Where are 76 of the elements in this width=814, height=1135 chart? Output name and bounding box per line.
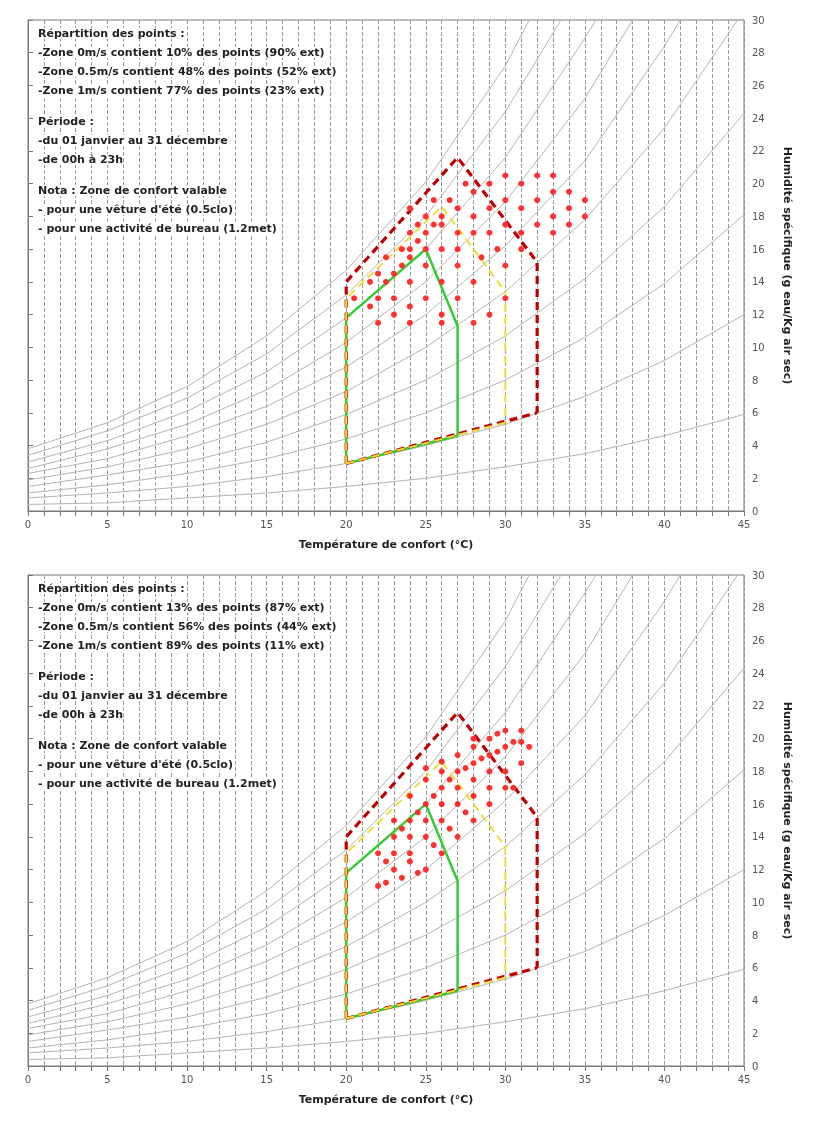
x-tick-label: 0 — [24, 518, 32, 530]
y-tick-label: 30 — [752, 569, 765, 581]
x-axis-title: Température de confort (°C) — [298, 538, 474, 551]
x-tick-label: 15 — [260, 1073, 274, 1085]
x-tick-label: 0 — [24, 1073, 32, 1085]
y-tick-label: 6 — [752, 962, 759, 974]
x-tick-label: 25 — [419, 518, 433, 530]
annotation: Nota : Zone de confort valable — [38, 739, 227, 752]
y-tick-label: 14 — [752, 276, 765, 288]
y-tick-label: 12 — [752, 309, 765, 321]
y-tick-label: 10 — [752, 341, 765, 353]
x-tick-label: 25 — [419, 1073, 433, 1085]
x-tick-label: 10 — [180, 1073, 194, 1085]
x-tick-label: 45 — [737, 518, 751, 530]
y-tick-label: 8 — [752, 929, 759, 941]
y-tick-label: 28 — [752, 47, 765, 59]
y-tick-label: 22 — [752, 145, 765, 157]
y-tick-label: 20 — [752, 178, 765, 190]
y-tick-label: 16 — [752, 243, 765, 255]
x-axis-title: Température de confort (°C) — [298, 1093, 474, 1106]
y-tick-label: 2 — [752, 472, 759, 484]
annotation: Période : — [38, 670, 94, 683]
x-tick-label: 45 — [737, 1073, 751, 1085]
y-tick-label: 0 — [752, 1060, 759, 1072]
y-axis-title: Humidité spécifique (g eau/Kg air sec) — [781, 146, 794, 385]
annotation: -Zone 0m/s contient 10% des points (90% ext) — [38, 46, 325, 59]
y-tick-label: 20 — [752, 733, 765, 745]
x-tick-label: 35 — [578, 518, 592, 530]
x-tick-label: 5 — [104, 518, 111, 530]
y-tick-label: 28 — [752, 602, 765, 614]
y-tick-label: 4 — [752, 995, 759, 1007]
x-tick-label: 40 — [658, 1073, 671, 1085]
annotation: - pour une activité de bureau (1.2met) — [38, 222, 277, 235]
x-tick-label: 15 — [260, 518, 274, 530]
y-tick-label: 26 — [752, 79, 765, 91]
y-tick-label: 30 — [752, 14, 765, 26]
y-tick-label: 8 — [752, 374, 759, 386]
y-tick-label: 24 — [752, 667, 765, 679]
y-axis-title: Humidité spécifique (g eau/Kg air sec) — [781, 701, 794, 940]
annotation: -Zone 0.5m/s contient 56% des points (44% ext) — [38, 620, 337, 633]
y-tick-label: 6 — [752, 407, 759, 419]
annotation: Nota : Zone de confort valable — [38, 184, 227, 197]
y-tick-label: 26 — [752, 634, 765, 646]
x-tick-label: 40 — [658, 518, 671, 530]
y-tick-label: 2 — [752, 1027, 759, 1039]
x-tick-label: 10 — [180, 518, 194, 530]
annotation: - pour une vêture d'été (0.5clo) — [38, 203, 233, 216]
y-tick-label: 12 — [752, 864, 765, 876]
annotation: -du 01 janvier au 31 décembre — [38, 689, 228, 702]
y-tick-label: 24 — [752, 112, 765, 124]
annotation: - pour une vêture d'été (0.5clo) — [38, 758, 233, 771]
y-tick-label: 10 — [752, 896, 765, 908]
annotation: -du 01 janvier au 31 décembre — [38, 134, 228, 147]
annotation: -Zone 1m/s contient 89% des points (11% ext) — [38, 639, 325, 652]
x-tick-label: 30 — [498, 518, 512, 530]
annotation: - pour une activité de bureau (1.2met) — [38, 777, 277, 790]
annotation: -de 00h à 23h — [38, 153, 124, 166]
y-tick-label: 0 — [752, 505, 759, 517]
y-tick-label: 18 — [752, 765, 765, 777]
annotation: -Zone 0m/s contient 13% des points (87% ext) — [38, 601, 325, 614]
annotation: -Zone 0.5m/s contient 48% des points (52% ext) — [38, 65, 337, 78]
annotation: -Zone 1m/s contient 77% des points (23% ext) — [38, 84, 325, 97]
x-tick-label: 5 — [104, 1073, 111, 1085]
annotation: Période : — [38, 115, 94, 128]
y-tick-label: 18 — [752, 210, 765, 222]
annotation: Répartition des points : — [38, 27, 185, 40]
x-tick-label: 30 — [498, 1073, 512, 1085]
annotation: Répartition des points : — [38, 582, 185, 595]
x-tick-label: 35 — [578, 1073, 592, 1085]
x-tick-label: 20 — [339, 518, 353, 530]
y-tick-label: 14 — [752, 831, 765, 843]
y-tick-label: 4 — [752, 440, 759, 452]
x-tick-label: 20 — [339, 1073, 353, 1085]
annotation: -de 00h à 23h — [38, 708, 124, 721]
y-tick-label: 22 — [752, 700, 765, 712]
y-tick-label: 16 — [752, 798, 765, 810]
